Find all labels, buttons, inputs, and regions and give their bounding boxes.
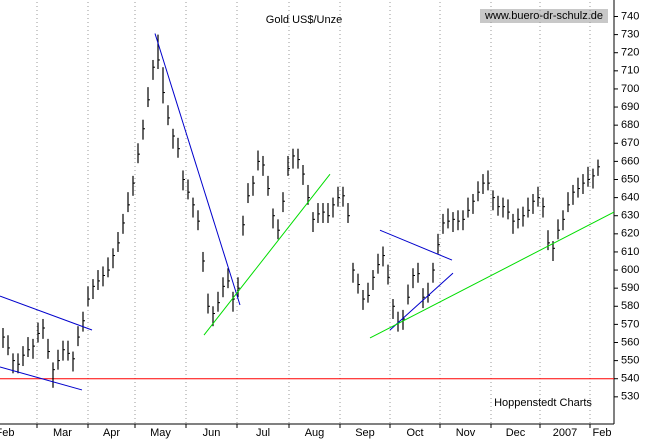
source-label: www.buero-dr-schulz.de xyxy=(484,10,603,22)
trend-line xyxy=(203,173,331,336)
trend-line xyxy=(369,211,614,339)
y-tick-label: 640 xyxy=(621,192,639,204)
x-tick-label: Apr xyxy=(103,427,120,439)
y-tick-label: 650 xyxy=(621,173,639,185)
y-tick-label: 730 xyxy=(621,29,639,41)
y-tick-label: 600 xyxy=(621,264,639,276)
y-tick-label: 740 xyxy=(621,10,639,22)
y-tick-label: 550 xyxy=(621,355,639,367)
trend-line xyxy=(0,366,83,391)
y-tick-label: 660 xyxy=(621,155,639,167)
y-tick-label: 680 xyxy=(621,119,639,131)
x-tick-label: May xyxy=(150,427,171,439)
y-tick-label: 610 xyxy=(621,246,639,258)
y-tick-label: 530 xyxy=(621,391,639,403)
trend-line xyxy=(0,295,93,331)
x-tick-label: Nov xyxy=(456,427,476,439)
x-tick-label: Feb xyxy=(593,427,612,439)
source-box xyxy=(480,9,608,23)
y-tick-label: 570 xyxy=(621,318,639,330)
trend-line xyxy=(379,229,453,261)
y-tick-label: 620 xyxy=(621,228,639,240)
y-tick-label: 700 xyxy=(621,83,639,95)
y-tick-label: 540 xyxy=(621,373,639,385)
y-tick-label: 560 xyxy=(621,336,639,348)
y-tick-label: 720 xyxy=(621,47,639,59)
x-tick-label: Feb xyxy=(0,427,14,439)
y-tick-label: 580 xyxy=(621,300,639,312)
credit-label: Hoppenstedt Charts xyxy=(494,397,592,409)
x-tick-label: Oct xyxy=(406,427,423,439)
chart-title: Gold US$/Unze xyxy=(266,14,342,26)
x-tick-label: Dec xyxy=(506,427,526,439)
y-tick-label: 670 xyxy=(621,137,639,149)
x-tick-label: Sep xyxy=(355,427,375,439)
y-tick-label: 630 xyxy=(621,210,639,222)
trend-line xyxy=(154,33,241,306)
plot-area xyxy=(0,2,614,424)
x-tick-label: 2007 xyxy=(553,427,577,439)
trend-line xyxy=(389,272,454,331)
y-tick-label: 590 xyxy=(621,282,639,294)
x-tick-label: Aug xyxy=(305,427,325,439)
x-tick-label: Mar xyxy=(53,427,72,439)
x-tick-label: Jul xyxy=(256,427,270,439)
y-tick-label: 710 xyxy=(621,65,639,77)
y-tick-label: 690 xyxy=(621,101,639,113)
x-tick-label: Jun xyxy=(203,427,221,439)
